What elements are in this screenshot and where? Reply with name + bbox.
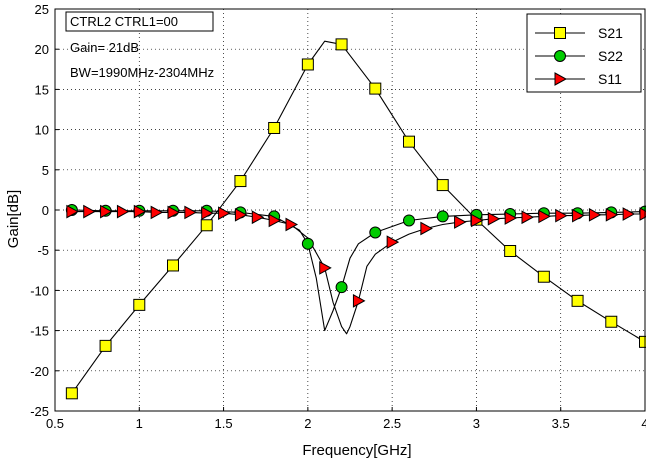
data-point-s21 [133, 298, 146, 311]
annotation-gain: Gain= 21dB [70, 40, 139, 55]
data-point-s11 [150, 205, 164, 220]
x-tick-label: 4 [641, 416, 646, 431]
data-point-s21 [369, 82, 382, 95]
data-point-s11 [622, 207, 636, 221]
data-point-s11 [504, 211, 518, 225]
y-tick-label: -20 [30, 364, 49, 379]
data-point-s22 [369, 226, 382, 239]
data-point-s21 [403, 135, 415, 148]
data-point-s11 [218, 206, 231, 221]
chart-series-markers [65, 38, 646, 400]
data-point-s22 [301, 237, 314, 250]
y-tick-label: 5 [42, 163, 49, 178]
y-tick-label: -25 [30, 404, 49, 419]
axis-tick-labels: 0.5 1 1.5 2 2.5 3 3.5 4 -25 -20 -15 -10 -5 0 5 10 15 20 25 [30, 2, 646, 431]
data-point-s21 [200, 219, 213, 232]
data-point-s11 [201, 206, 214, 221]
legend-label-s11: S11 [598, 71, 622, 87]
data-point-s11 [420, 221, 433, 236]
data-point-s11 [454, 215, 467, 229]
legend-marker-s21 [554, 27, 566, 39]
y-axis-label: Gain[dB] [5, 190, 22, 248]
annotation-box: CTRL2 CTRL1=00 Gain= 21dB BW=1990MHz-230… [65, 11, 214, 80]
data-point-s21 [436, 179, 449, 192]
data-point-s11 [66, 204, 79, 219]
y-tick-label: 10 [35, 123, 49, 138]
data-point-s11 [386, 235, 400, 250]
legend-frame [526, 13, 642, 93]
data-point-s21 [234, 175, 247, 188]
annotation-mode-frame [65, 11, 214, 32]
series-line-s11 [71, 211, 645, 335]
x-tick-label: 1.5 [215, 416, 233, 431]
data-point-s22 [335, 281, 348, 294]
data-point-s11 [285, 217, 299, 232]
data-point-s11 [572, 208, 585, 223]
data-point-s21 [65, 387, 78, 400]
data-point-s11 [555, 208, 568, 223]
legend-marker-s22 [554, 50, 566, 62]
x-tick-label: 0.5 [46, 416, 64, 431]
x-tick-label: 2 [304, 416, 311, 431]
data-point-s11 [319, 261, 332, 275]
data-point-s21 [571, 294, 584, 307]
y-tick-label: 20 [35, 42, 49, 57]
y-tick-label: -5 [37, 243, 49, 258]
x-tick-label: 1 [136, 416, 143, 431]
legend: S21 S22 S11 [526, 13, 642, 93]
x-axis-label: Frequency[GHz] [302, 442, 411, 459]
data-point-s11 [133, 204, 147, 219]
annotation-mode: CTRL2 CTRL1=00 [70, 14, 178, 29]
y-tick-label: 15 [35, 82, 49, 97]
data-point-s11 [116, 204, 130, 219]
legend-label-s22: S22 [598, 48, 623, 64]
data-point-s11 [234, 207, 248, 222]
data-point-s21 [335, 38, 348, 51]
data-point-s21 [605, 315, 618, 328]
data-point-s11 [521, 210, 535, 225]
data-point-s22 [436, 210, 449, 223]
data-point-s21 [504, 245, 517, 258]
x-tick-label: 3 [473, 416, 480, 431]
data-point-s11 [100, 204, 113, 219]
legend-label-s21: S21 [598, 25, 623, 41]
legend-marker-s11 [554, 72, 568, 86]
data-point-s11 [83, 204, 96, 219]
y-tick-label: -10 [30, 283, 49, 298]
data-point-s21 [537, 270, 550, 283]
data-point-s11 [538, 209, 551, 224]
data-point-s11 [184, 205, 197, 220]
x-tick-label: 2.5 [383, 416, 401, 431]
y-tick-label: -15 [30, 324, 49, 339]
data-point-s11 [352, 294, 366, 308]
data-point-s21 [99, 339, 112, 352]
series-line-s22 [71, 209, 646, 332]
data-point-s11 [605, 207, 619, 222]
data-point-s11 [470, 213, 484, 228]
x-tick-label: 3.5 [552, 416, 570, 431]
y-tick-label: 25 [35, 2, 49, 17]
data-point-s21 [301, 58, 314, 71]
data-point-s22 [403, 214, 415, 227]
data-point-s21 [268, 121, 281, 134]
annotation-bandwidth: BW=1990MHz-2304MHz [70, 65, 214, 80]
data-point-s21 [167, 259, 179, 272]
data-point-s11 [487, 212, 501, 226]
axis-ticks [54, 8, 646, 412]
y-tick-label: 0 [42, 203, 49, 218]
data-point-s11 [167, 205, 181, 220]
data-point-s11 [251, 210, 265, 225]
data-point-s11 [588, 207, 602, 222]
data-point-s11 [268, 213, 282, 228]
